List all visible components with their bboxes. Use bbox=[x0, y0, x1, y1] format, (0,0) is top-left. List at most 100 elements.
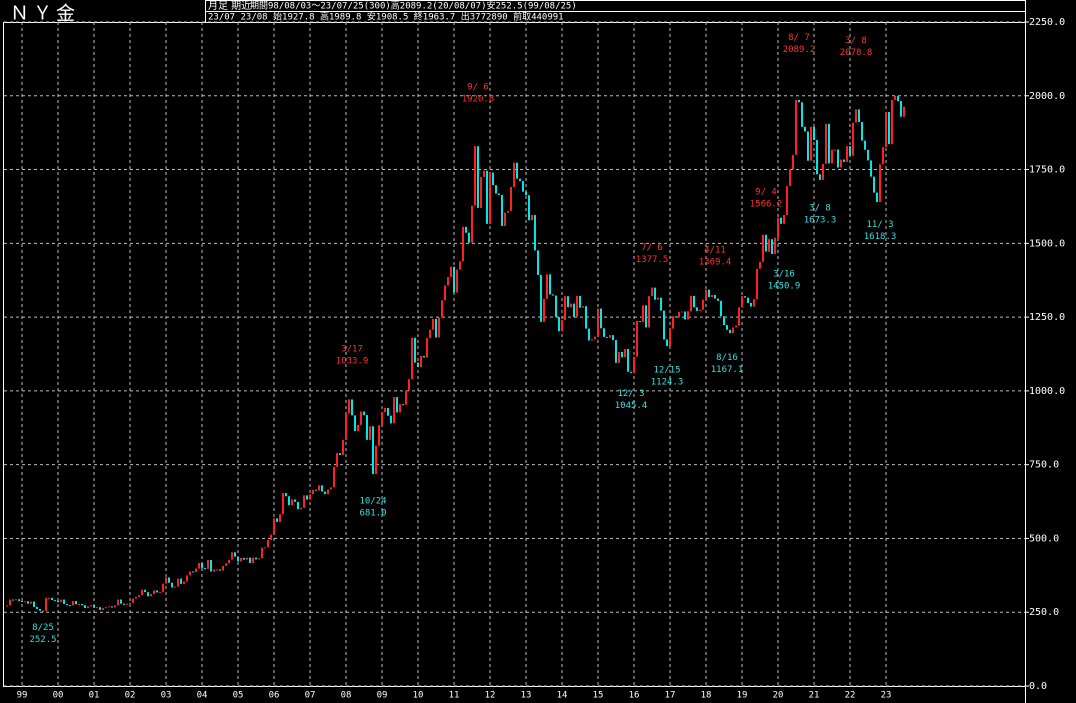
candle-body bbox=[732, 327, 734, 334]
candle-body bbox=[663, 310, 665, 340]
candle-body bbox=[804, 126, 806, 132]
y-tick-label: 1250.0 bbox=[1029, 312, 1065, 323]
candle-body bbox=[387, 408, 389, 416]
candle-body bbox=[12, 599, 14, 601]
candle-body bbox=[555, 295, 557, 318]
candle-body bbox=[210, 559, 212, 572]
candle-body bbox=[750, 302, 752, 307]
candle-body bbox=[540, 274, 542, 322]
candle-body bbox=[108, 606, 110, 608]
candle-body bbox=[420, 356, 422, 367]
y-tick-label: 1500.0 bbox=[1029, 238, 1065, 249]
candle-body bbox=[228, 559, 230, 564]
y-tick-label: 750.0 bbox=[1029, 460, 1059, 471]
candle-body bbox=[381, 412, 383, 426]
candle-body bbox=[312, 489, 314, 495]
candle-body bbox=[780, 217, 782, 224]
x-tick-label: 09 bbox=[377, 691, 388, 701]
candle-body bbox=[360, 411, 362, 425]
candle-body bbox=[462, 226, 464, 262]
candle-body bbox=[90, 605, 92, 607]
candle-body bbox=[594, 336, 596, 340]
candle-body bbox=[801, 102, 803, 127]
candle-body bbox=[900, 101, 902, 117]
candle-body bbox=[315, 489, 317, 491]
chart-title: ＮＹ金 bbox=[10, 3, 79, 25]
candle-body bbox=[699, 309, 701, 311]
candle-body bbox=[495, 185, 497, 194]
candle-body bbox=[39, 608, 41, 611]
candle-body bbox=[693, 295, 695, 308]
candle-body bbox=[825, 123, 827, 164]
candle-body bbox=[57, 600, 59, 603]
candle-body bbox=[252, 557, 254, 563]
annotation-date: 3/ 8 bbox=[809, 204, 831, 214]
annotation-value: 1920.8 bbox=[462, 95, 495, 105]
candle-body bbox=[897, 96, 899, 102]
candle-body bbox=[645, 305, 647, 328]
candle-body bbox=[714, 294, 716, 299]
candle-body bbox=[417, 362, 419, 367]
candle-body bbox=[723, 316, 725, 326]
candle-body bbox=[426, 338, 428, 358]
annotation-value: 1618.3 bbox=[864, 232, 897, 242]
candle-body bbox=[666, 339, 668, 347]
annotation-value: 1124.3 bbox=[651, 378, 684, 388]
candle-body bbox=[504, 212, 506, 226]
candle-body bbox=[30, 601, 32, 604]
candle-body bbox=[348, 399, 350, 414]
candle-body bbox=[741, 296, 743, 308]
candle-body bbox=[468, 232, 470, 243]
candle-body bbox=[753, 299, 755, 307]
candle-body bbox=[681, 311, 683, 313]
candle-body bbox=[75, 601, 77, 605]
candle-body bbox=[516, 162, 518, 179]
candle-body bbox=[435, 318, 437, 338]
candle-body bbox=[255, 557, 257, 560]
candle-body bbox=[498, 193, 500, 195]
annotation-date: 10/24 bbox=[359, 497, 386, 507]
candle-body bbox=[408, 379, 410, 391]
candle-body bbox=[6, 605, 8, 607]
candle-body bbox=[54, 600, 56, 602]
annotation-date: 9/ 6 bbox=[467, 83, 489, 93]
candle-body bbox=[45, 597, 47, 612]
candle-body bbox=[306, 495, 308, 500]
candle-body bbox=[618, 351, 620, 363]
candle-body bbox=[459, 261, 461, 270]
candle-body bbox=[399, 404, 401, 413]
x-tick-label: 08 bbox=[341, 691, 352, 701]
candle-body bbox=[99, 607, 101, 610]
candle-body bbox=[390, 415, 392, 424]
candle-body bbox=[726, 325, 728, 330]
candle-body bbox=[702, 299, 704, 310]
candle-body bbox=[867, 149, 869, 161]
candle-body bbox=[240, 557, 242, 562]
annotation-value: 2078.8 bbox=[840, 48, 873, 58]
candle-body bbox=[366, 415, 368, 440]
candle-body bbox=[117, 599, 119, 606]
candle-body bbox=[69, 605, 71, 607]
candle-body bbox=[183, 581, 185, 584]
candle-body bbox=[276, 518, 278, 522]
candle-body bbox=[510, 186, 512, 211]
candle-body bbox=[318, 485, 320, 491]
candle-body bbox=[651, 287, 653, 297]
candle-body bbox=[285, 492, 287, 497]
candle-body bbox=[192, 571, 194, 573]
candle-body bbox=[231, 552, 233, 560]
candle-body bbox=[402, 404, 404, 406]
candle-body bbox=[465, 226, 467, 233]
candle-body bbox=[162, 583, 164, 592]
candle-body bbox=[630, 371, 632, 373]
candle-body bbox=[870, 160, 872, 177]
candle-body bbox=[669, 328, 671, 347]
candle-body bbox=[291, 499, 293, 506]
candle-body bbox=[477, 146, 479, 208]
y-tick-label: 250.0 bbox=[1029, 607, 1059, 618]
annotation-value: 2089.2 bbox=[783, 45, 816, 55]
candle-body bbox=[684, 311, 686, 320]
candle-body bbox=[543, 298, 545, 322]
candle-body bbox=[795, 99, 797, 155]
